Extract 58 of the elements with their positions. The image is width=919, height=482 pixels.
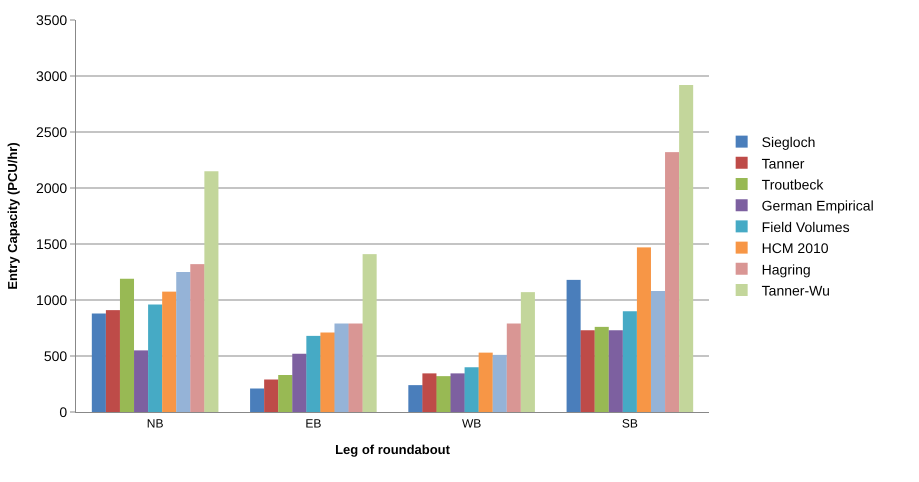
bar	[278, 375, 292, 412]
x-tick-label: NB	[146, 416, 164, 430]
bar	[148, 304, 162, 412]
legend-label: Hagring	[762, 261, 811, 278]
bar	[679, 84, 694, 412]
y-tick-label: 1500	[36, 236, 68, 252]
bar	[492, 354, 507, 412]
bar	[134, 350, 148, 412]
bar	[408, 385, 422, 412]
legend-label: Field Volumes	[762, 218, 850, 235]
x-tick-label: EB	[305, 416, 322, 430]
legend-label: German Empirical	[762, 198, 874, 214]
bar	[506, 324, 521, 412]
bar	[636, 247, 651, 412]
legend-label: Tanner-Wu	[762, 282, 830, 298]
y-tick-label: 3500	[36, 12, 68, 28]
bar	[190, 264, 204, 412]
bar	[422, 373, 436, 412]
bar	[292, 354, 306, 412]
y-tick-label: 2500	[36, 124, 68, 140]
bar	[650, 291, 666, 412]
bar	[176, 272, 190, 412]
x-axis-title: Leg of roundabout	[335, 442, 451, 457]
legend-label: Siegloch	[762, 134, 816, 150]
y-tick-label: 500	[44, 348, 68, 364]
y-axis-title: Entry Capacity (PCU/hr)	[4, 142, 20, 290]
bar	[622, 311, 637, 412]
bar	[92, 313, 106, 412]
bar	[120, 278, 134, 412]
bar	[566, 280, 581, 412]
bar	[348, 324, 363, 412]
legend-label: Troutbeck	[762, 176, 824, 192]
legend-label: HCM 2010	[762, 240, 829, 256]
bar	[162, 292, 176, 412]
bar	[362, 254, 377, 412]
bar	[334, 324, 349, 412]
bar	[608, 330, 623, 412]
x-tick-label: SB	[622, 416, 638, 430]
x-tick-label: WB	[462, 416, 482, 430]
bar	[580, 330, 595, 412]
bar	[436, 376, 451, 412]
y-tick-label: 0	[59, 404, 68, 420]
bar	[306, 336, 320, 412]
bar	[106, 310, 120, 412]
bar	[665, 152, 680, 412]
bar	[264, 380, 278, 412]
bar	[594, 326, 609, 412]
bar	[204, 171, 218, 412]
bar	[520, 292, 535, 412]
bar	[478, 352, 493, 412]
y-tick-label: 1000	[36, 292, 68, 308]
y-tick-label: 2000	[36, 180, 68, 196]
bar	[250, 388, 264, 412]
y-tick-label: 3000	[36, 68, 68, 84]
legend-label: Tanner	[762, 155, 805, 172]
bar	[450, 373, 465, 412]
bar	[320, 332, 334, 412]
bar	[464, 367, 479, 412]
